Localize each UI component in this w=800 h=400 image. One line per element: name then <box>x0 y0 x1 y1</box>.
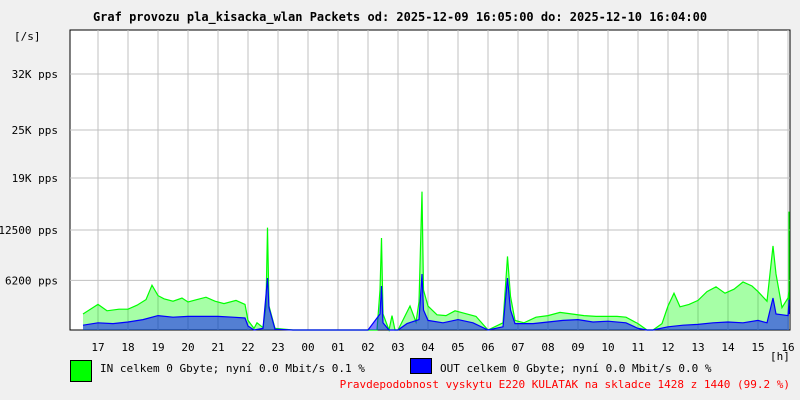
x-tick-labels: 17 18 19 20 21 22 23 00 01 02 03 04 05 06 07 08 09 10 11 12… <box>91 341 794 354</box>
x-tick-label: 06 <box>481 341 494 354</box>
x-tick-label: 04 <box>421 341 435 354</box>
y-tick-label: 19K pps <box>12 172 58 185</box>
plot-area <box>69 29 791 331</box>
x-tick-label: 20 <box>181 341 194 354</box>
y-tick-label: 25K pps <box>12 124 58 137</box>
grid <box>70 30 790 330</box>
x-tick-label: 09 <box>571 341 584 354</box>
y-tick-label: 32K pps <box>12 68 58 81</box>
x-axis-label: [h] <box>770 350 790 363</box>
x-tick-label: 22 <box>241 341 254 354</box>
series-line-in <box>82 191 790 333</box>
x-tick-label: 13 <box>691 341 704 354</box>
series-group <box>82 191 790 333</box>
x-tick-label: 17 <box>91 341 104 354</box>
x-tick-label: 07 <box>511 341 524 354</box>
x-tick-label: 05 <box>451 341 464 354</box>
chart-title: Graf provozu pla_kisacka_wlan Packets od… <box>92 10 708 24</box>
x-tick-label: 18 <box>121 341 134 354</box>
legend-in-label: IN celkem 0 Gbyte; nyní 0.0 Mbit/s 0.1 % <box>100 362 365 375</box>
legend-in-swatch <box>70 360 92 382</box>
x-tick-label: 08 <box>541 341 554 354</box>
x-tick-label: 02 <box>361 341 374 354</box>
y-tick-labels: 6200 pps 12500 pps 19K pps 25K pps 32K pps <box>0 68 58 287</box>
y-axis-label: [/s] <box>14 30 41 43</box>
x-tick-label: 10 <box>601 341 614 354</box>
x-tick-label: 15 <box>751 341 764 354</box>
x-tick-label: 00 <box>301 341 314 354</box>
series-line-out <box>82 273 790 331</box>
x-tick-label: 01 <box>331 341 344 354</box>
legend-out-swatch <box>410 358 432 374</box>
probability-text: Pravdepodobnost vyskytu E220 KULATAK na … <box>339 378 790 391</box>
x-tick-label: 21 <box>211 341 224 354</box>
x-tick-label: 16 <box>781 341 794 354</box>
x-tick-label: 19 <box>151 341 164 354</box>
x-tick-label: 11 <box>631 341 644 354</box>
series-area-out <box>83 274 789 330</box>
x-tick-label: 23 <box>271 341 284 354</box>
legend-out-label: OUT celkem 0 Gbyte; nyní 0.0 Mbit/s 0.0 … <box>440 362 712 375</box>
y-tick-label: 6200 pps <box>5 274 58 287</box>
y-tick-label: 12500 pps <box>0 224 58 237</box>
x-tick-label: 12 <box>661 341 674 354</box>
x-tick-label: 03 <box>391 341 404 354</box>
x-tick-label: 14 <box>721 341 735 354</box>
